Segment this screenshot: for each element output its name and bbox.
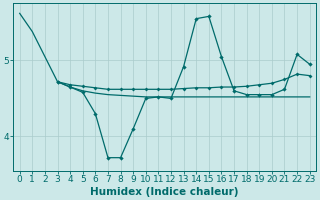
X-axis label: Humidex (Indice chaleur): Humidex (Indice chaleur) <box>91 187 239 197</box>
